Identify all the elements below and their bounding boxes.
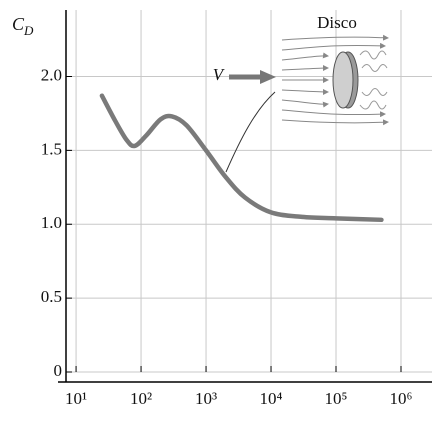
data-line (99, 93, 384, 223)
y-tick-label: 0.5 (41, 287, 62, 306)
grid (66, 10, 432, 373)
plot: 0 0.5 1.0 1.5 2.0 10¹ 10² 10³ 10⁴ 10⁵ 10⁶ (41, 10, 432, 408)
y-label-symbol: C (12, 14, 25, 34)
wake (359, 50, 388, 110)
y-axis-label: CD (12, 14, 34, 38)
y-tick-label: 2.0 (41, 65, 62, 84)
y-tick-label: 1.0 (41, 213, 62, 232)
x-tick-label: 10⁶ (390, 389, 413, 408)
x-tick-label: 10² (130, 389, 152, 408)
y-tick-label: 1.5 (41, 139, 62, 158)
inset: Disco V (213, 13, 389, 173)
disk (332, 51, 354, 109)
y-label-subscript: D (23, 23, 34, 38)
leader-line (225, 91, 276, 173)
velocity-label: V (213, 65, 226, 84)
velocity-arrowhead (260, 70, 276, 84)
x-tick-label: 10⁴ (260, 389, 283, 408)
x-tick-label: 10⁵ (325, 389, 348, 408)
y-tick-label: 0 (54, 361, 63, 380)
inset-label: Disco (317, 13, 357, 32)
streamlines (281, 34, 389, 126)
x-tick-label: 10¹ (65, 389, 87, 408)
x-tick-label: 10³ (195, 389, 217, 408)
